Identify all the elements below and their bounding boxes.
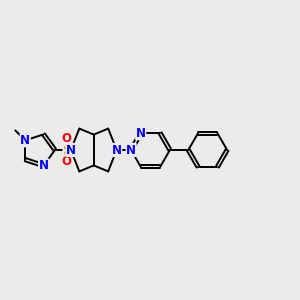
Text: N: N (112, 143, 122, 157)
Text: N: N (136, 127, 146, 140)
Text: N: N (20, 134, 30, 147)
Text: N: N (66, 143, 76, 157)
Text: N: N (126, 143, 136, 157)
Text: S: S (63, 143, 73, 157)
Text: N: N (39, 159, 49, 172)
Text: O: O (61, 132, 71, 145)
Text: O: O (61, 155, 71, 168)
